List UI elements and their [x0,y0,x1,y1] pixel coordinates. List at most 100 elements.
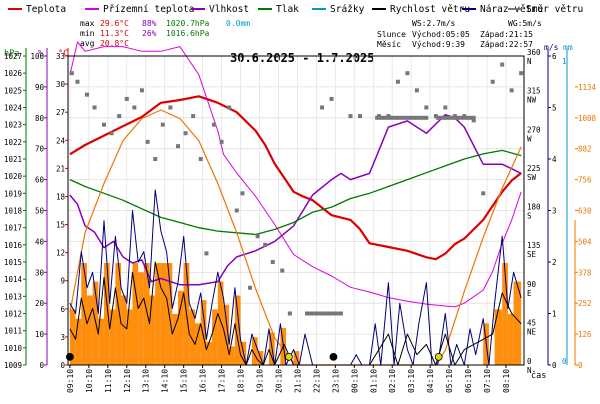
wind-dir-point-39 [414,88,419,93]
x-tick-label-17: 02:10 [388,369,397,393]
solar-tick-label-8: 1008 [578,114,597,123]
wind-dir-tick-label-4: 180 [527,203,541,212]
stats-max-hum: 88% [142,19,157,28]
wind-dir-point-20 [219,139,224,144]
wind-dir-point-27 [270,260,275,264]
wind-gust-stat: WG:5m/s [508,19,542,28]
pressure-axis-tick-label-0: 1009 [4,361,22,370]
solar-tick-label-9: 1134 [578,83,597,92]
pressure-axis-tick-label-14: 1023 [4,121,22,130]
temperature-axis-tick-label-10: 30 [56,80,66,89]
wind-dir-point-5 [109,131,114,136]
x-tick-label-4: 13:10 [142,369,151,393]
series-lines [69,41,522,366]
wind-dir-point-8 [132,105,137,110]
wind-dir-point-17 [198,157,203,161]
moonset: Západ:22:57 [480,40,533,49]
solar-bar-27 [223,304,230,365]
solar-bar-29 [234,295,241,365]
humidity-axis-tick-label-3: 30 [35,268,45,277]
wind-dir-tick-label-8: 360 [527,48,541,57]
solar-bar-69 [513,281,522,365]
wind-dir-point-23 [240,191,245,196]
stats-avg-temp: 20.8°C [100,39,129,48]
stats-min-temp: 11.3°C [100,29,129,38]
wind-dir-point-37 [395,79,400,84]
legend-label-teplota: Teplota [26,4,66,15]
series-line-5 [69,189,522,366]
solar-fill [69,263,522,365]
wind-dir-tick-label-1: 45 [527,318,536,327]
x-tick-label-13: 22:10 [312,369,321,393]
wind-dir-point-32 [329,96,334,101]
pressure-axis-label: hPa [4,49,19,59]
pressure-axis-tick-label-16: 1025 [4,86,22,95]
temperature-axis-tick-label-11: 33 [56,52,65,61]
wind-dir-tick-label-6: 270 [527,125,541,134]
wind-dir-compass-3: SE [527,250,537,259]
x-tick-label-7: 16:10 [199,369,208,393]
wind-dir-point-29 [287,311,292,316]
solar-tick-label-3: 378 [578,268,592,277]
wind-dir-tick-label-2: 90 [527,280,537,289]
solar-bar-26 [217,281,224,365]
wind-dir-point-41 [433,114,438,119]
pressure-axis-tick-label-3: 1012 [4,310,22,319]
temperature-axis-tick-label-1: 3 [60,333,65,342]
legend-label-prizemni: Přízemní teplota [103,4,195,15]
wind-dir-point-14 [175,144,180,149]
solar-bar-22 [195,323,201,365]
wind-dir-point-6 [117,114,122,119]
moonrise: Východ:9:39 [412,40,465,49]
solar-bar-21 [189,309,196,365]
humidity-axis-tick-label-1: 10 [35,330,45,339]
humidity-axis-tick-label-0: 0 [39,361,44,370]
wind-dir-tick-label-0: 0 [527,357,532,366]
solar-bar-7 [109,309,116,365]
rain-tick-label-1: 1 [562,57,567,66]
solar-bar-0 [69,309,76,365]
legend-label-tlak: Tlak [276,4,299,15]
wind-dir-compass-0: N [527,366,532,375]
solar-bar-11 [132,263,139,365]
solar-bar-15 [155,263,161,365]
legend-label-rychlost: Rychlost větru [390,4,470,15]
wind-speed-tick-label-3: 3 [552,207,557,216]
temperature-axis-tick-label-9: 27 [56,108,65,117]
wind-dir-point-0 [69,71,74,76]
x-tick-label-18: 03:10 [407,369,416,393]
wind-dir-compass-4: S [527,212,532,221]
x-tick-label-9: 18:10 [237,369,246,393]
wind-dir-point-50 [519,71,524,76]
humidity-axis-tick-label-8: 80 [35,114,45,123]
solar-tick-label-2: 252 [578,299,592,308]
stats-min-press: 1016.6hPa [166,29,210,38]
solar-bar-6 [104,263,110,365]
x-tick-label-3: 12:10 [123,369,132,393]
solar-bar-5 [98,318,105,365]
wind-dir-point-36 [386,114,391,119]
wind-dir-tick-label-7: 315 [527,87,541,96]
pressure-axis-tick-label-6: 1015 [4,258,22,267]
wind-dir-bar-0 [305,311,343,316]
plot-frame [67,55,525,366]
wind-dir-point-12 [160,122,165,127]
x-tick-label-22: 07:10 [483,369,492,393]
x-tick-label-8: 17:10 [218,369,227,393]
wind-dir-point-33 [348,114,353,119]
wind-speed-stat: WS:2.7m/s [412,19,456,28]
series-line-4 [69,109,522,366]
wind-speed-tick-label-6: 6 [552,52,557,61]
chart-title: 30.6.2025 - 1.7.2025 [230,51,375,65]
x-tick-label-23: 08:10 [502,369,511,393]
wind-dir-point-3 [92,105,97,110]
x-tick-label-12: 21:10 [293,369,302,393]
pressure-axis-tick-label-5: 1014 [4,275,23,284]
event-marker-0 [65,352,74,361]
wind-dir-point-10 [145,139,150,144]
pressure-axis-tick-label-2: 1011 [4,327,22,336]
humidity-axis-tick-label-7: 70 [35,145,45,154]
rain-axis-label: mm [563,43,573,52]
legend: Teplota Přízemní teplota Vlhkost Tlak Sr… [8,4,583,15]
x-axis-label: čas [531,370,546,381]
